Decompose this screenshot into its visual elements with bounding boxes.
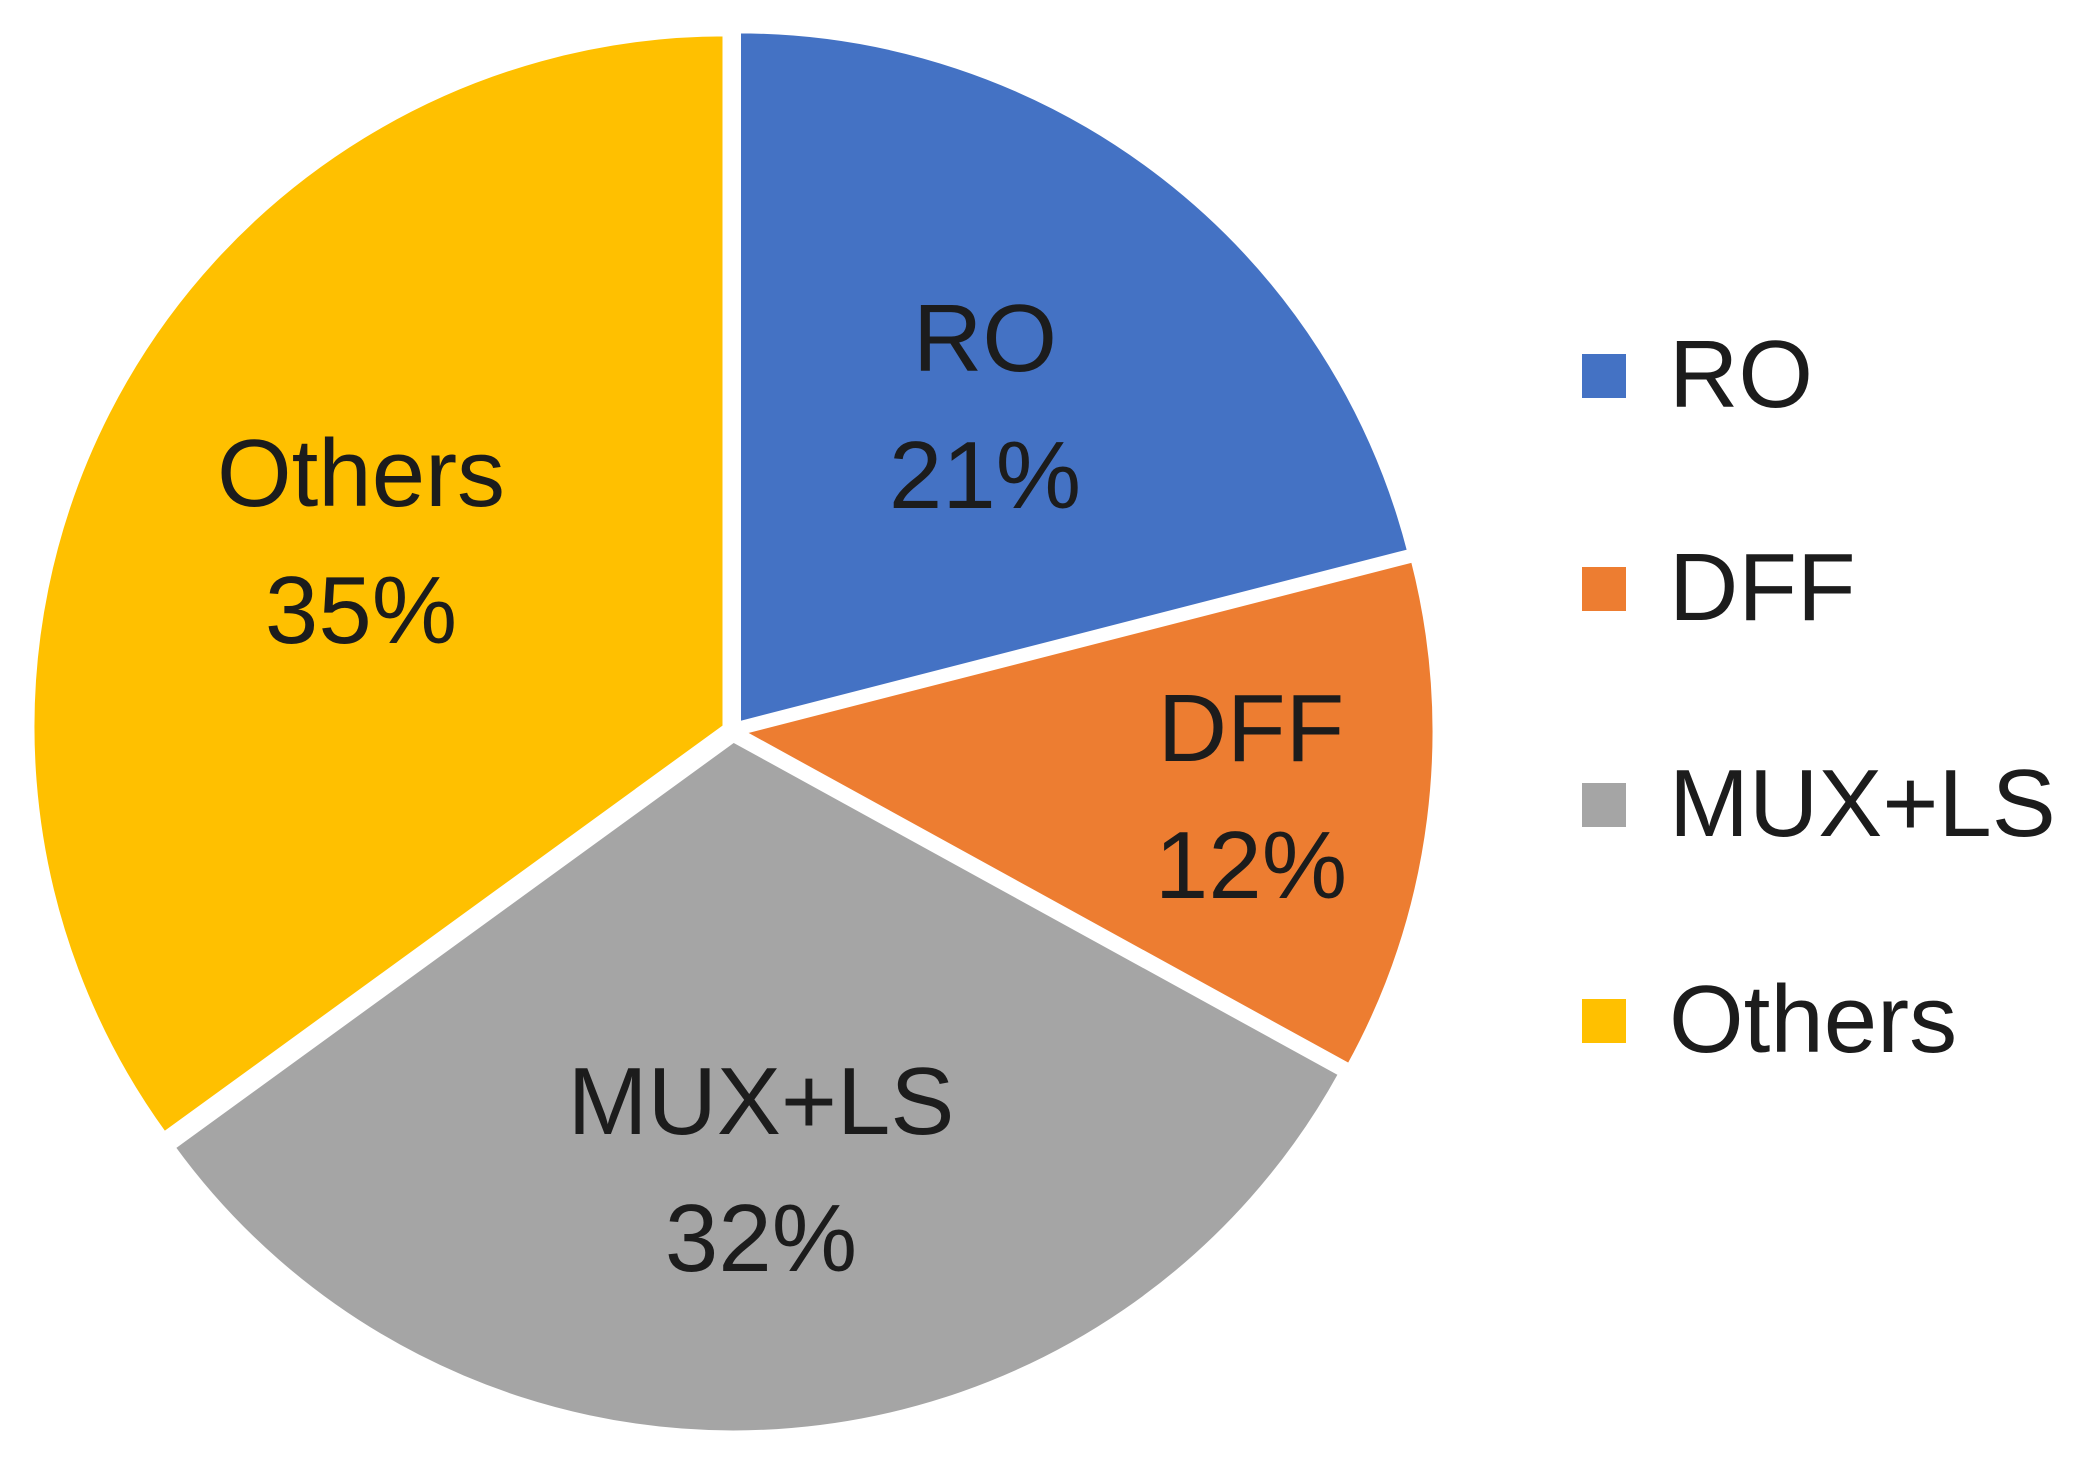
svg-text:12%: 12% [1155,812,1347,919]
svg-text:RO: RO [913,285,1057,392]
svg-text:21%: 21% [889,422,1081,529]
svg-text:DFF: DFF [1158,675,1345,782]
svg-text:35%: 35% [265,557,457,664]
svg-text:32%: 32% [665,1185,857,1292]
svg-text:MUX+LS: MUX+LS [568,1048,955,1155]
svg-text:Others: Others [217,420,505,527]
